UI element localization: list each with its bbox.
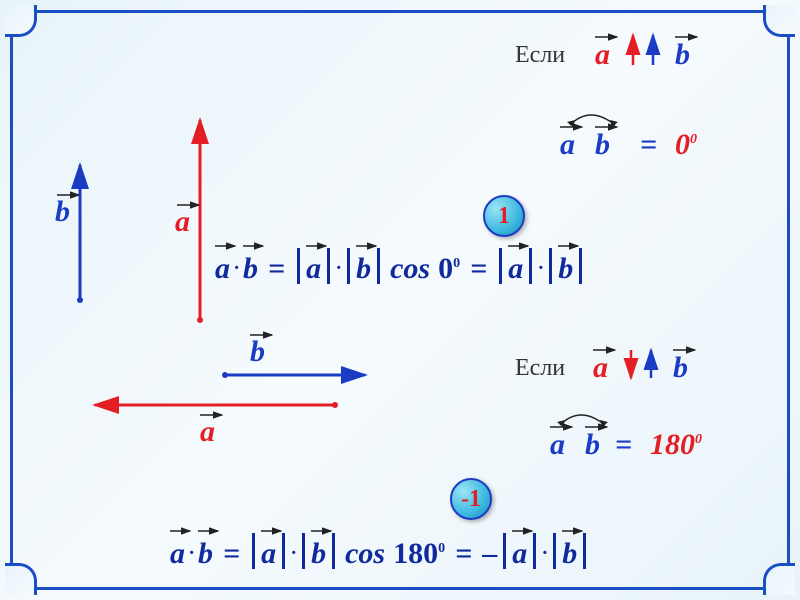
angle-value: 1800: [650, 428, 702, 462]
arrow-over-icon: [671, 343, 701, 357]
arrow-over-icon: [583, 420, 613, 434]
antiparallel-icon-b: [0, 0, 800, 600]
arrow-over-icon: [560, 525, 800, 535]
arrow-over-icon: [548, 420, 578, 434]
formula-case2: a · b = a · b cos 1800 = – a · b: [170, 535, 588, 571]
badge-cos-value: -1: [450, 478, 492, 520]
equals: =: [615, 428, 632, 462]
